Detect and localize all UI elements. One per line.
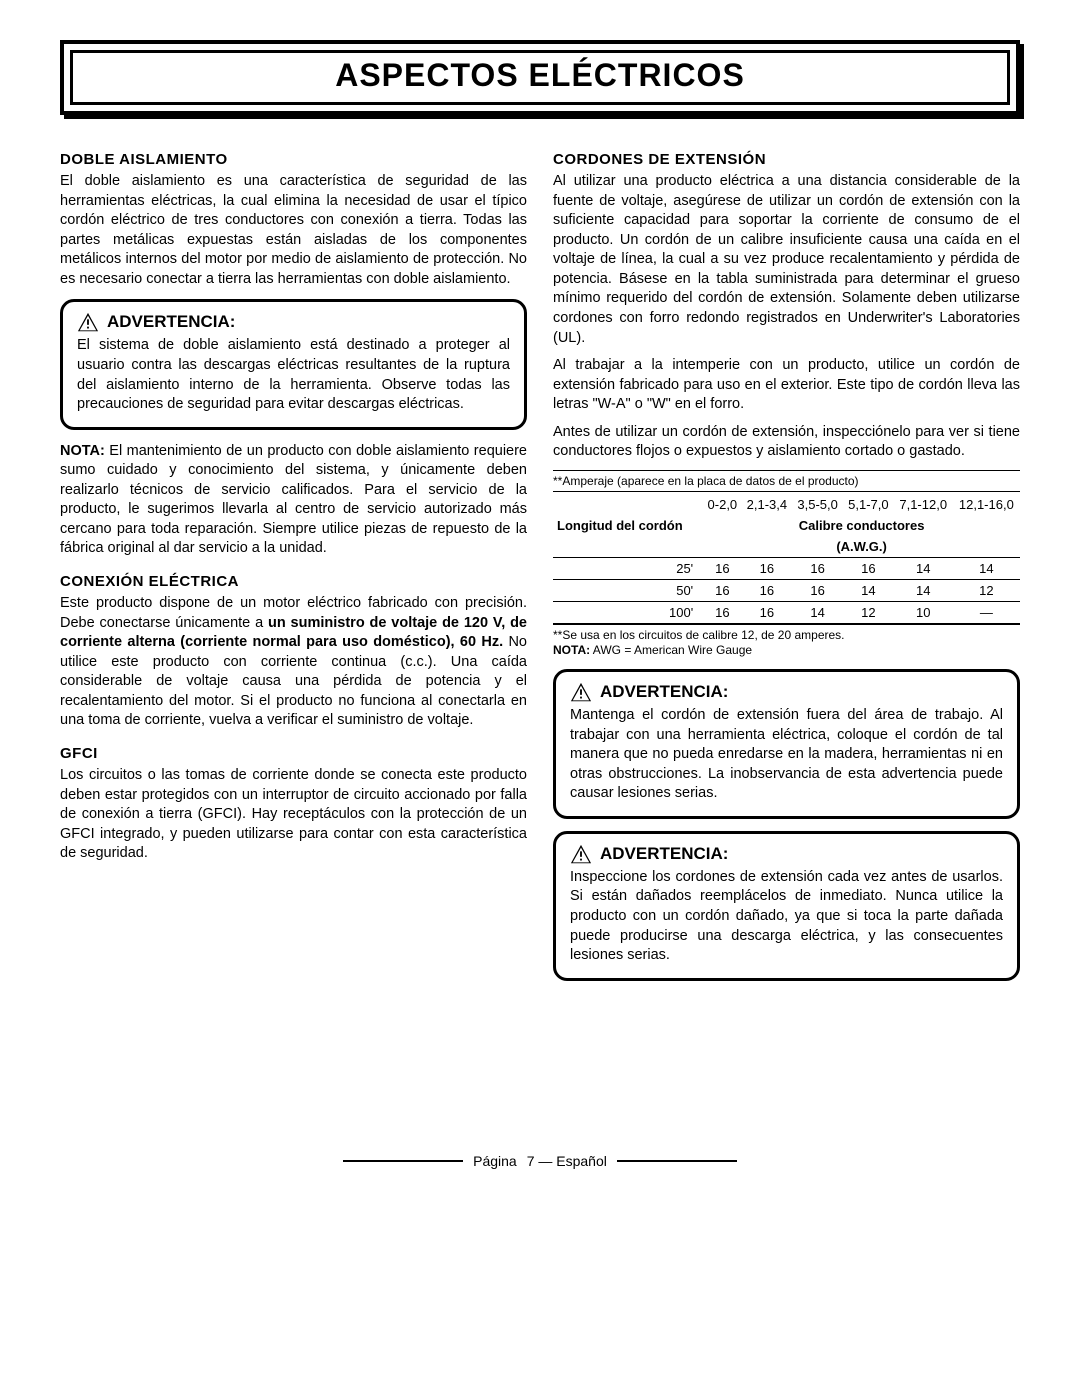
para-cordones-1: Al utilizar una producto eléctrica a una…	[553, 172, 1020, 348]
title-banner: ASPECTOS ELÉCTRICOS	[60, 40, 1020, 115]
warning-icon	[570, 844, 592, 864]
warning-label-3: ADVERTENCIA:	[600, 844, 728, 864]
cell: 16	[742, 557, 793, 579]
para-gfci: Los circuitos o las tomas de corriente d…	[60, 766, 527, 864]
footer-text: 7 — Español	[527, 1153, 607, 1169]
range-0: 0-2,0	[703, 494, 741, 515]
table-head-row-2: (A.W.G.)	[553, 536, 1020, 558]
page-footer: Página 7 — Español	[60, 1153, 1020, 1169]
table-range-row: 0-2,0 2,1-3,4 3,5-5,0 5,1-7,0 7,1-12,0 1…	[553, 494, 1020, 515]
warning-text-2: Mantenga el cordón de extensión fuera de…	[570, 706, 1003, 804]
title-banner-inner: ASPECTOS ELÉCTRICOS	[70, 50, 1010, 105]
table-row: 100' 16 16 14 12 10 —	[553, 601, 1020, 624]
heading-doble-aislamiento: DOBLE AISLAMIENTO	[60, 151, 527, 168]
cell: —	[953, 601, 1020, 624]
warning-header-2: ADVERTENCIA:	[570, 682, 1003, 702]
range-5: 12,1-16,0	[953, 494, 1020, 515]
warning-icon	[570, 682, 592, 702]
cell: 16	[703, 557, 741, 579]
warning-icon	[77, 312, 99, 332]
range-2: 3,5-5,0	[792, 494, 843, 515]
warning-box-3: ADVERTENCIA: Inspeccione los cordones de…	[553, 831, 1020, 981]
range-1: 2,1-3,4	[742, 494, 793, 515]
cell: 16	[703, 601, 741, 624]
table-foot-2: NOTA: AWG = American Wire Gauge	[553, 643, 1020, 659]
warning-box-1: ADVERTENCIA: El sistema de doble aislami…	[60, 299, 527, 429]
table-foot-label: NOTA:	[553, 643, 590, 657]
note-maintenance: NOTA: El mantenimiento de un producto co…	[60, 442, 527, 559]
awg-header: (A.W.G.)	[703, 536, 1020, 558]
cell: 14	[792, 601, 843, 624]
warning-header-3: ADVERTENCIA:	[570, 844, 1003, 864]
table-foot-1: **Se usa en los circuitos de calibre 12,…	[553, 628, 1020, 644]
awg-table-wrap: **Amperaje (aparece en la placa de datos…	[553, 470, 1020, 659]
right-column: CORDONES DE EXTENSIÓN Al utilizar una pr…	[553, 137, 1020, 993]
cell: 14	[843, 579, 894, 601]
cell: 12	[843, 601, 894, 624]
length-header: Longitud del cordón	[553, 515, 703, 536]
cell: 12	[953, 579, 1020, 601]
cell: 16	[742, 601, 793, 624]
table-caption: **Amperaje (aparece en la placa de datos…	[553, 470, 1020, 492]
row-len-1: 50'	[553, 579, 703, 601]
range-3: 5,1-7,0	[843, 494, 894, 515]
cell: 14	[894, 557, 953, 579]
warning-text-3: Inspeccione los cordones de extensión ca…	[570, 868, 1003, 966]
awg-table: 0-2,0 2,1-3,4 3,5-5,0 5,1-7,0 7,1-12,0 1…	[553, 494, 1020, 625]
row-len-2: 100'	[553, 601, 703, 624]
cell: 16	[703, 579, 741, 601]
cell: 16	[792, 557, 843, 579]
note-label: NOTA:	[60, 443, 105, 459]
footer-rule-right	[617, 1160, 737, 1162]
para-cordones-2: Al trabajar a la intemperie con un produ…	[553, 356, 1020, 415]
warning-label-2: ADVERTENCIA:	[600, 682, 728, 702]
table-row: 25' 16 16 16 16 14 14	[553, 557, 1020, 579]
content-columns: DOBLE AISLAMIENTO El doble aislamiento e…	[60, 137, 1020, 993]
cell: 16	[792, 579, 843, 601]
warning-header-1: ADVERTENCIA:	[77, 312, 510, 332]
page-title: ASPECTOS ELÉCTRICOS	[73, 57, 1007, 94]
table-row: 50' 16 16 16 14 14 12	[553, 579, 1020, 601]
cell: 14	[953, 557, 1020, 579]
warning-text-1: El sistema de doble aislamiento está des…	[77, 336, 510, 414]
cell: 16	[843, 557, 894, 579]
cell: 16	[742, 579, 793, 601]
para-cordones-3: Antes de utilizar un cordón de extensión…	[553, 423, 1020, 462]
warning-label-1: ADVERTENCIA:	[107, 312, 235, 332]
heading-conexion: CONEXIÓN ELÉCTRICA	[60, 573, 527, 590]
para-conexion: Este producto dispone de un motor eléctr…	[60, 594, 527, 731]
left-column: DOBLE AISLAMIENTO El doble aislamiento e…	[60, 137, 527, 993]
heading-cordones: CORDONES DE EXTENSIÓN	[553, 151, 1020, 168]
row-len-0: 25'	[553, 557, 703, 579]
calibre-header: Calibre conductores	[703, 515, 1020, 536]
heading-gfci: GFCI	[60, 745, 527, 762]
para-doble-aislamiento: El doble aislamiento es una característi…	[60, 172, 527, 289]
table-footnotes: **Se usa en los circuitos de calibre 12,…	[553, 628, 1020, 659]
cell: 10	[894, 601, 953, 624]
footer-rule-left	[343, 1160, 463, 1162]
table-foot-text: AWG = American Wire Gauge	[593, 643, 752, 657]
range-4: 7,1-12,0	[894, 494, 953, 515]
footer-prefix: Página	[473, 1153, 517, 1169]
table-head-row-1: Longitud del cordón Calibre conductores	[553, 515, 1020, 536]
cell: 14	[894, 579, 953, 601]
note-text: El mantenimiento de un producto con dobl…	[60, 443, 527, 557]
warning-box-2: ADVERTENCIA: Mantenga el cordón de exten…	[553, 669, 1020, 819]
